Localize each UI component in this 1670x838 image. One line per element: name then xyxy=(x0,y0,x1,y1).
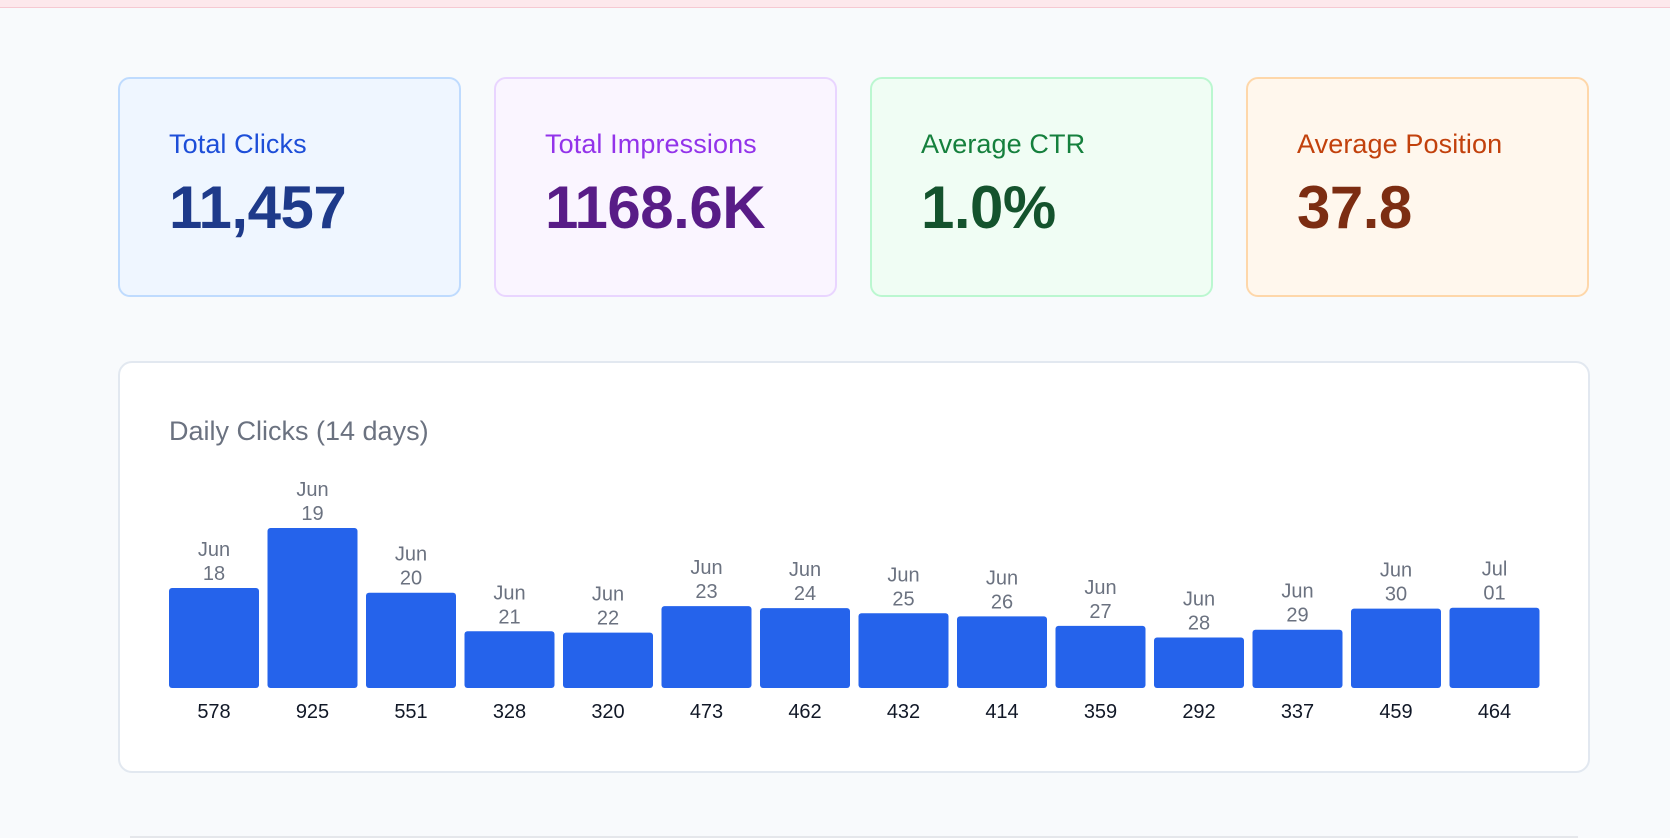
stat-card-average-position: Average Position 37.8 xyxy=(1246,77,1589,297)
stat-value: 1168.6K xyxy=(545,174,766,241)
bar xyxy=(1252,629,1343,688)
bar-value-label: 462 xyxy=(788,701,821,723)
bar-date-label: Jun 23 xyxy=(690,557,722,603)
bar-value-label: 320 xyxy=(591,701,624,723)
bar xyxy=(1449,607,1540,688)
stat-label: Total Impressions xyxy=(545,129,757,159)
bar-value-label: 925 xyxy=(296,701,329,723)
stat-card-average-ctr: Average CTR 1.0% xyxy=(870,77,1213,297)
bar-date-label: Jun 27 xyxy=(1084,577,1116,623)
bar-date-label: Jun 24 xyxy=(789,559,821,605)
stat-label: Average Position xyxy=(1297,129,1503,159)
bar-value-label: 551 xyxy=(394,701,427,723)
bar-date-label: Jun 29 xyxy=(1281,581,1313,627)
bar-value-label: 414 xyxy=(985,701,1018,723)
section-divider xyxy=(130,836,1578,838)
bar-value-label: 337 xyxy=(1281,701,1314,723)
bar xyxy=(366,592,456,688)
bar xyxy=(563,632,653,688)
bar-date-label: Jun 26 xyxy=(986,567,1018,613)
bar-value-label: 328 xyxy=(493,701,526,723)
chart-title: Daily Clicks (14 days) xyxy=(169,416,429,446)
bar-value-label: 459 xyxy=(1379,701,1412,723)
bar xyxy=(267,528,358,688)
bar-date-label: Jun 18 xyxy=(198,539,230,585)
bar xyxy=(661,606,752,688)
stat-label: Total Clicks xyxy=(169,129,307,159)
bar-value-label: 464 xyxy=(1478,701,1511,723)
stat-label: Average CTR xyxy=(921,129,1086,159)
bar xyxy=(858,613,949,688)
stats-row: Total Clicks 11,457 Total Impressions 11… xyxy=(118,77,1590,297)
bar-date-label: Jun 28 xyxy=(1183,588,1215,634)
bar-date-label: Jun 20 xyxy=(395,544,427,590)
bar-value-label: 578 xyxy=(197,701,230,723)
stat-value: 1.0% xyxy=(921,174,1056,241)
stat-card-total-impressions: Total Impressions 1168.6K xyxy=(494,77,837,297)
stat-value: 37.8 xyxy=(1297,174,1412,241)
daily-clicks-panel: Daily Clicks (14 days) Jun 18 578 Jun 19 925 J… xyxy=(118,361,1590,773)
bar xyxy=(760,608,850,688)
bar-date-label: Jun 22 xyxy=(592,584,624,630)
bar xyxy=(169,588,259,688)
bar xyxy=(1154,637,1244,688)
stat-card-total-clicks: Total Clicks 11,457 xyxy=(118,77,461,297)
bar xyxy=(464,631,555,688)
bar-date-label: Jul 01 xyxy=(1482,559,1508,605)
bar-value-label: 473 xyxy=(690,701,723,723)
bar-date-label: Jun 30 xyxy=(1380,560,1412,606)
bar-value-label: 432 xyxy=(887,701,920,723)
bar-date-label: Jun 19 xyxy=(296,479,328,525)
stat-value: 11,457 xyxy=(169,174,347,241)
bar xyxy=(957,616,1047,688)
bar-date-label: Jun 21 xyxy=(493,582,525,628)
daily-clicks-bar-chart: Jun 18 578 Jun 19 925 Jun 20 551 Jun 21 328 Jun 22 320… xyxy=(169,479,1540,723)
bar-value-label: 359 xyxy=(1084,701,1117,723)
bar xyxy=(1055,625,1146,688)
top-strip xyxy=(0,0,1670,8)
bar-value-label: 292 xyxy=(1182,701,1215,723)
bar-date-label: Jun 25 xyxy=(887,564,919,610)
bar xyxy=(1351,608,1441,688)
